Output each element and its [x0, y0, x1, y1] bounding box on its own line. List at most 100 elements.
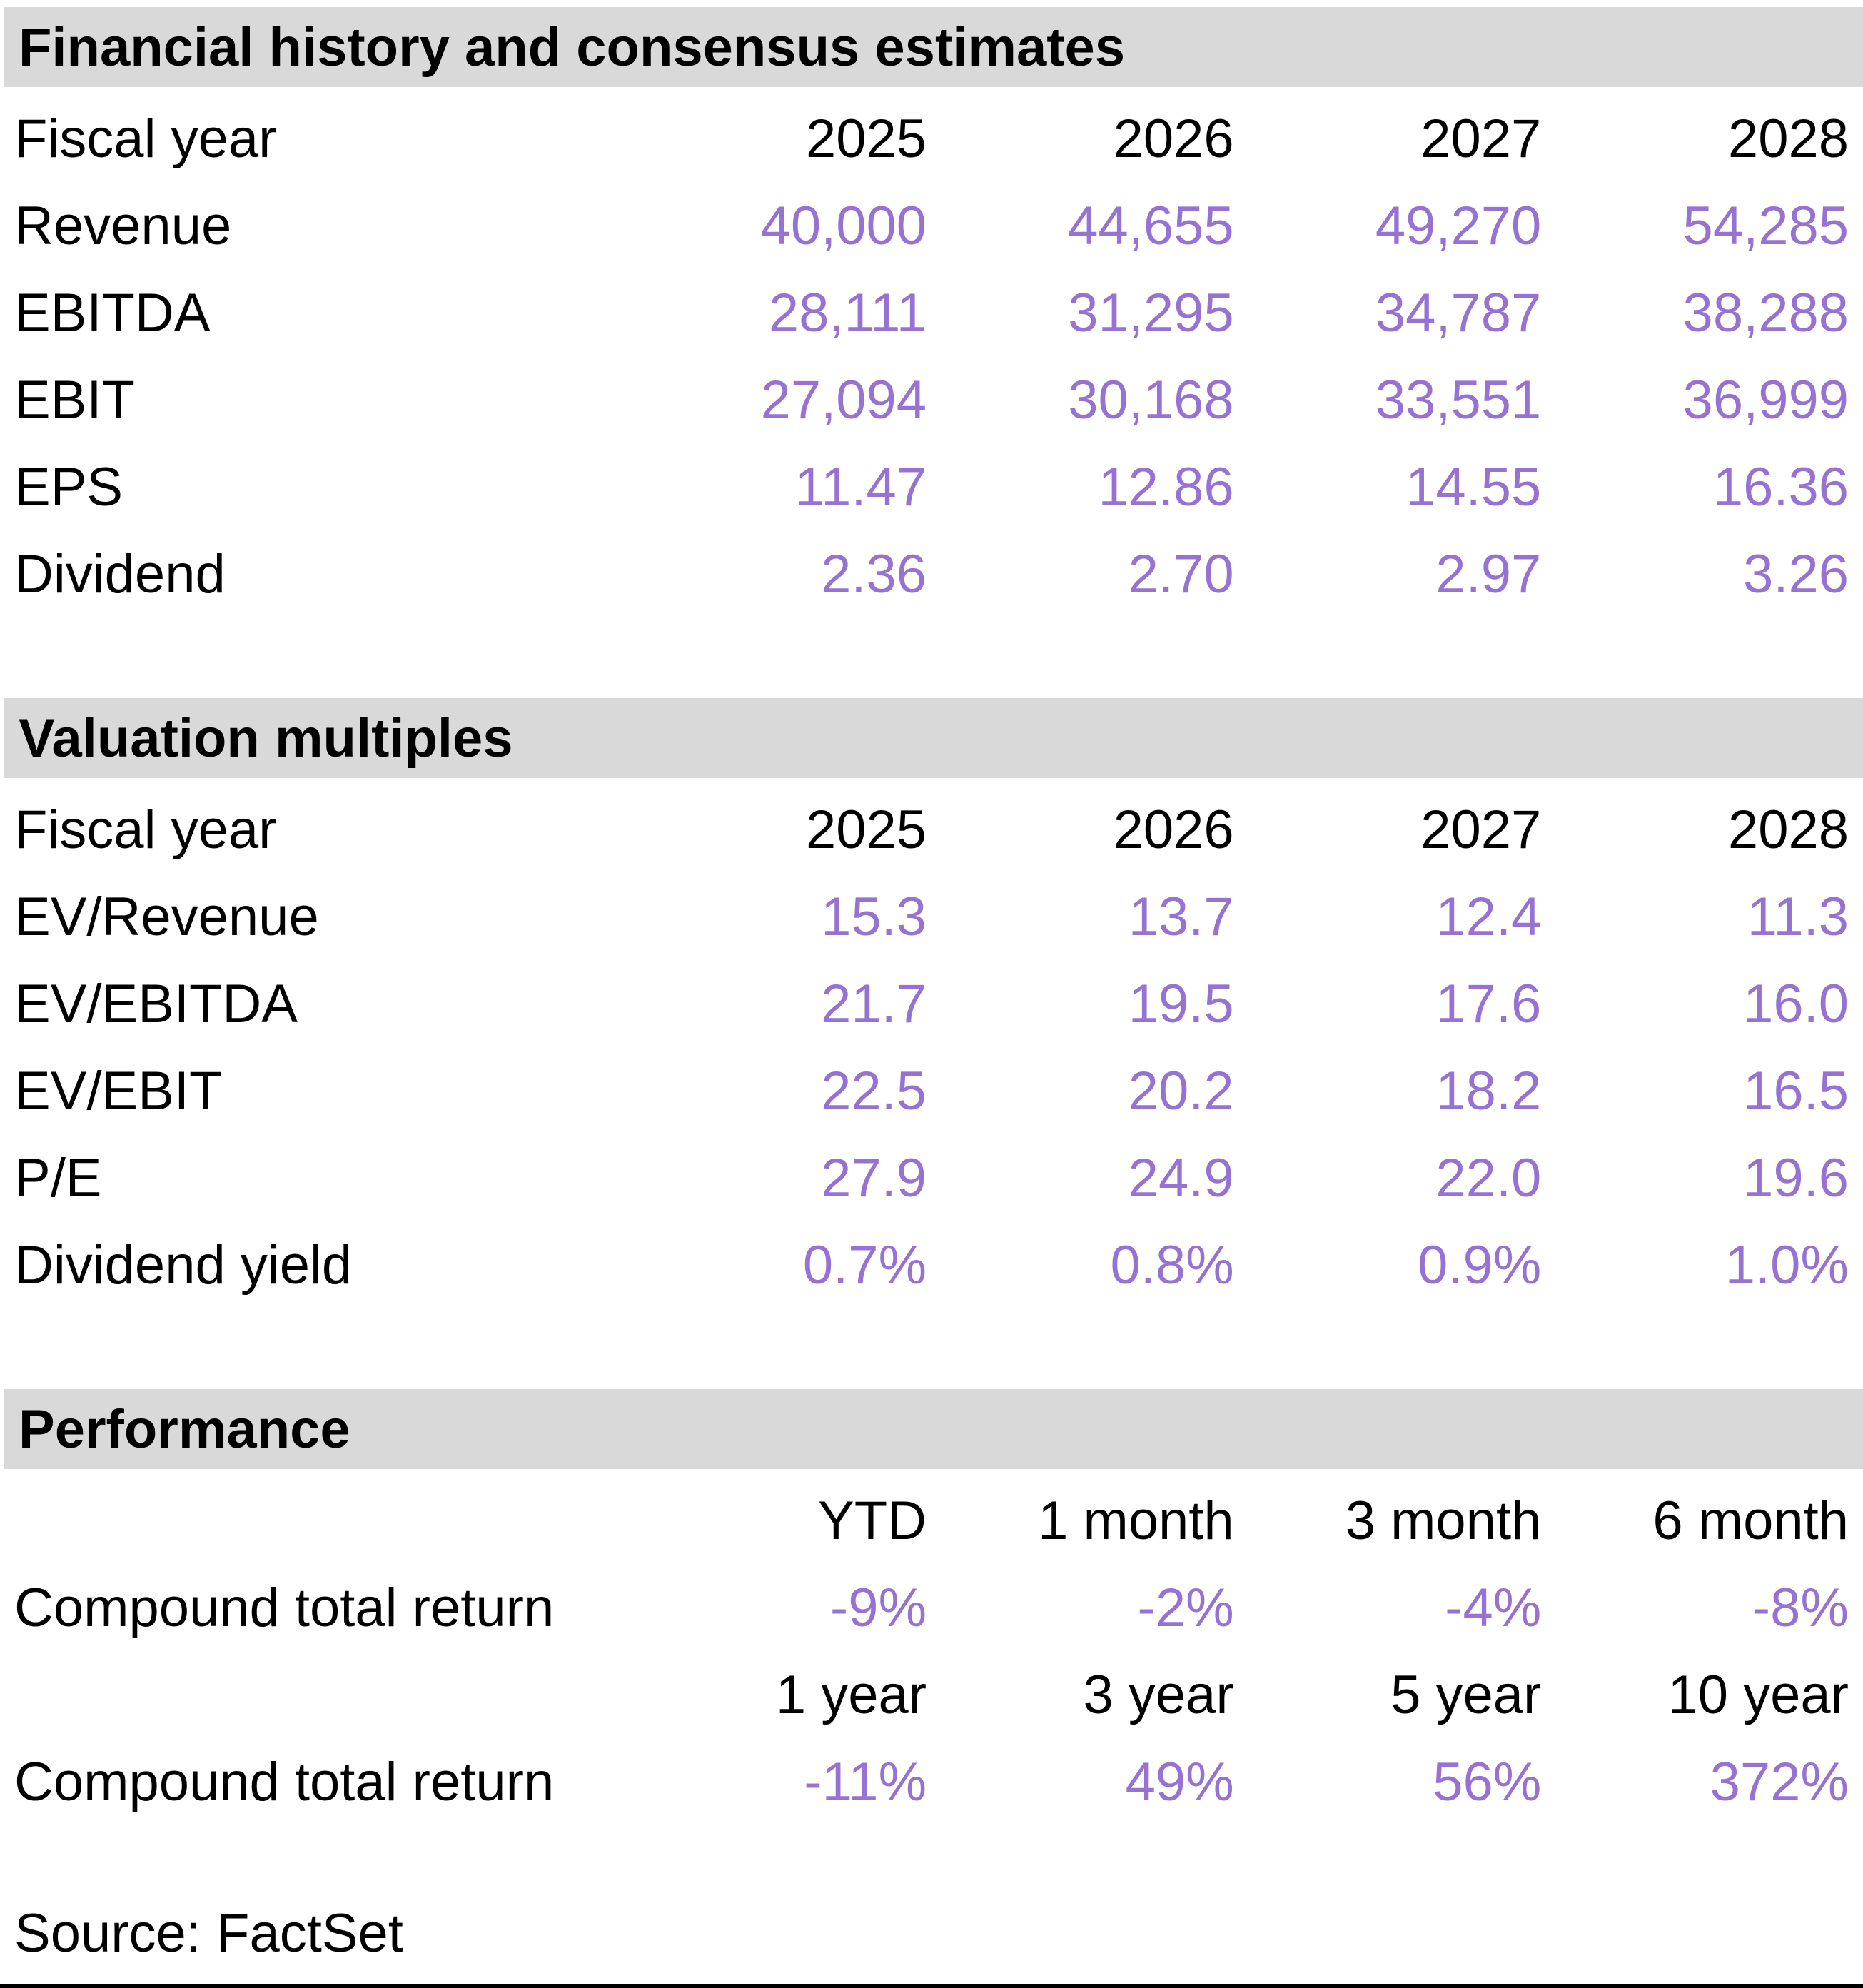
section-header-valuation-multiples: Valuation multiples [4, 698, 1863, 778]
value-cell: 3.26 [1743, 544, 1849, 605]
value-cell: 0.7% [802, 1235, 927, 1296]
row-label: Compound total return [14, 1752, 555, 1812]
table-row-dividend-yield: Dividend yield 0.7% 0.8% 0.9% 1.0% [0, 1222, 1863, 1309]
row-label: EV/EBITDA [14, 974, 298, 1034]
value-cell: 38,288 [1682, 283, 1849, 343]
table-row-dividend: Dividend 2.36 2.70 2.97 3.26 [0, 531, 1863, 618]
value-cell: 2.70 [1128, 544, 1234, 605]
table-row-pe: P/E 27.9 24.9 22.0 19.6 [0, 1135, 1863, 1222]
section-title: Financial history and consensus estimate… [19, 16, 1126, 78]
column-header-2027: 2027 [1420, 799, 1542, 860]
table-row-ebit: EBIT 27,094 30,168 33,551 36,999 [0, 357, 1863, 444]
value-cell: 28,111 [768, 283, 927, 343]
row-label: EPS [14, 457, 123, 518]
value-cell: 19.6 [1743, 1148, 1849, 1209]
row-label: EV/Revenue [14, 887, 319, 947]
column-header-6-month: 6 month [1652, 1490, 1849, 1551]
column-header-ytd: YTD [818, 1490, 927, 1551]
row-label: Revenue [14, 196, 232, 256]
empty-cell [0, 1652, 633, 1739]
value-cell: 18.2 [1435, 1061, 1542, 1121]
value-cell: 33,551 [1375, 370, 1542, 430]
table-row-ev-ebitda: EV/EBITDA 21.7 19.5 17.6 16.0 [0, 961, 1863, 1048]
value-cell: -4% [1445, 1578, 1542, 1638]
value-cell: -2% [1137, 1578, 1234, 1638]
table-header-row: Fiscal year 2025 2026 2027 2028 [0, 96, 1863, 183]
value-cell: 12.86 [1098, 457, 1234, 518]
column-header-2027: 2027 [1420, 109, 1542, 169]
bottom-divider [0, 1984, 1863, 1988]
row-label: P/E [14, 1148, 102, 1209]
performance-table: YTD 1 month 3 month 6 month Compound tot… [0, 1478, 1863, 1826]
column-header-5-year: 5 year [1390, 1665, 1542, 1725]
value-cell: -9% [829, 1578, 927, 1638]
section-header-performance: Performance [4, 1389, 1863, 1469]
value-cell: 13.7 [1128, 887, 1234, 947]
value-cell: 21.7 [821, 974, 927, 1034]
empty-cell [0, 1478, 633, 1565]
value-cell: 27.9 [821, 1148, 927, 1209]
valuation-multiples-table: Fiscal year 2025 2026 2027 2028 EV/Reven… [0, 787, 1863, 1309]
table-row-eps: EPS 11.47 12.86 14.55 16.36 [0, 444, 1863, 531]
value-cell: 54,285 [1682, 196, 1849, 256]
column-header-3-month: 3 month [1345, 1490, 1542, 1551]
table-row-ev-revenue: EV/Revenue 15.3 13.7 12.4 11.3 [0, 874, 1863, 961]
value-cell: 372% [1710, 1752, 1849, 1812]
column-header-2026: 2026 [1113, 109, 1234, 169]
value-cell: -8% [1752, 1578, 1849, 1638]
value-cell: 16.5 [1743, 1061, 1849, 1121]
table-row-ebitda: EBITDA 28,111 31,295 34,787 38,288 [0, 270, 1863, 357]
row-label: EBIT [14, 370, 135, 430]
section-title: Valuation multiples [19, 707, 513, 769]
value-cell: 24.9 [1128, 1148, 1234, 1209]
value-cell: 40,000 [760, 196, 927, 256]
value-cell: 49% [1125, 1752, 1234, 1812]
table-row-revenue: Revenue 40,000 44,655 49,270 54,285 [0, 183, 1863, 270]
column-label: Fiscal year [14, 109, 277, 169]
value-cell: 2.97 [1435, 544, 1542, 605]
table-header-row-short-periods: YTD 1 month 3 month 6 month [0, 1478, 1863, 1565]
column-header-10-year: 10 year [1667, 1665, 1849, 1725]
value-cell: 44,655 [1068, 196, 1234, 256]
value-cell: 20.2 [1128, 1061, 1234, 1121]
row-label: EV/EBIT [14, 1061, 223, 1121]
value-cell: 36,999 [1682, 370, 1849, 430]
value-cell: 49,270 [1375, 196, 1542, 256]
value-cell: -11% [804, 1752, 927, 1812]
value-cell: 12.4 [1435, 887, 1542, 947]
value-cell: 31,295 [1068, 283, 1234, 343]
value-cell: 2.36 [821, 544, 927, 605]
column-header-2025: 2025 [805, 799, 927, 860]
value-cell: 17.6 [1435, 974, 1542, 1034]
value-cell: 56% [1433, 1752, 1542, 1812]
value-cell: 1.0% [1725, 1235, 1849, 1296]
source-note: Source: FactSet [14, 1903, 403, 1964]
report-page: Financial history and consensus estimate… [0, 7, 1863, 1988]
section-title: Performance [19, 1398, 350, 1460]
value-cell: 0.8% [1110, 1235, 1234, 1296]
table-header-row-long-periods: 1 year 3 year 5 year 10 year [0, 1652, 1863, 1739]
value-cell: 19.5 [1128, 974, 1234, 1034]
column-header-2028: 2028 [1727, 109, 1849, 169]
value-cell: 16.36 [1712, 457, 1849, 518]
column-header-1-month: 1 month [1038, 1490, 1234, 1551]
value-cell: 27,094 [760, 370, 927, 430]
row-label: Dividend yield [14, 1235, 353, 1296]
financial-history-table: Fiscal year 2025 2026 2027 2028 Revenue … [0, 96, 1863, 618]
column-header-2026: 2026 [1113, 799, 1234, 860]
column-label: Fiscal year [14, 799, 277, 860]
column-header-2028: 2028 [1727, 799, 1849, 860]
value-cell: 22.0 [1435, 1148, 1542, 1209]
value-cell: 16.0 [1743, 974, 1849, 1034]
row-label: EBITDA [14, 283, 211, 343]
row-label: Dividend [14, 544, 226, 605]
value-cell: 11.47 [794, 457, 927, 518]
value-cell: 22.5 [821, 1061, 927, 1121]
value-cell: 0.9% [1418, 1235, 1542, 1296]
table-header-row: Fiscal year 2025 2026 2027 2028 [0, 787, 1863, 874]
value-cell: 34,787 [1375, 283, 1542, 343]
value-cell: 14.55 [1405, 457, 1542, 518]
table-row-ev-ebit: EV/EBIT 22.5 20.2 18.2 16.5 [0, 1048, 1863, 1135]
value-cell: 11.3 [1747, 887, 1849, 947]
table-row-compound-total-return-long: Compound total return -11% 49% 56% 372% [0, 1739, 1863, 1826]
